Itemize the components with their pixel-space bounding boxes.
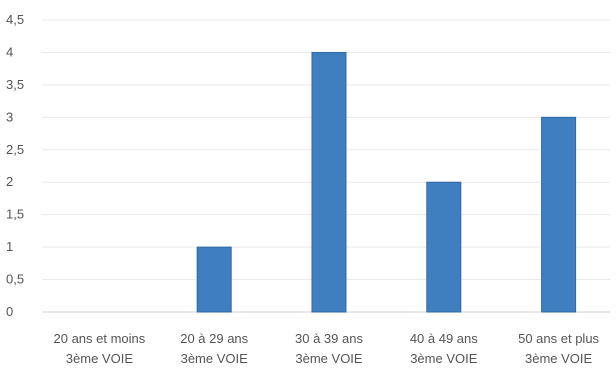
y-axis-tick-labels: 0 0,5 1 1,5 2 2,5 3 3,5 4 4,5 bbox=[6, 12, 24, 319]
x-category-label: 20 ans et moins 3ème VOIE bbox=[54, 331, 146, 366]
y-tick-label: 3,5 bbox=[6, 77, 24, 92]
y-tick-label: 0 bbox=[6, 304, 13, 319]
x-category-label: 30 à 39 ans 3ème VOIE bbox=[295, 331, 363, 366]
y-tick-label: 4,5 bbox=[6, 12, 24, 27]
bars bbox=[196, 51, 577, 313]
bar bbox=[426, 181, 462, 313]
y-tick-label: 1 bbox=[6, 239, 13, 254]
bar bbox=[196, 246, 232, 313]
x-category-label: 50 ans et plus 3ème VOIE bbox=[518, 331, 599, 366]
x-axis-category-labels: 20 ans et moins 3ème VOIE 20 à 29 ans 3ème … bbox=[54, 331, 600, 366]
y-tick-label: 2,5 bbox=[6, 142, 24, 157]
y-tick-label: 3 bbox=[6, 109, 13, 124]
y-tick-label: 2 bbox=[6, 174, 13, 189]
x-category-label: 40 à 49 ans 3ème VOIE bbox=[410, 331, 478, 366]
x-category-label: 20 à 29 ans 3ème VOIE bbox=[180, 331, 248, 366]
y-tick-label: 4 bbox=[6, 44, 13, 59]
y-tick-label: 0,5 bbox=[6, 272, 24, 287]
bar bbox=[541, 116, 577, 313]
y-tick-label: 1,5 bbox=[6, 207, 24, 222]
bar bbox=[311, 51, 347, 313]
